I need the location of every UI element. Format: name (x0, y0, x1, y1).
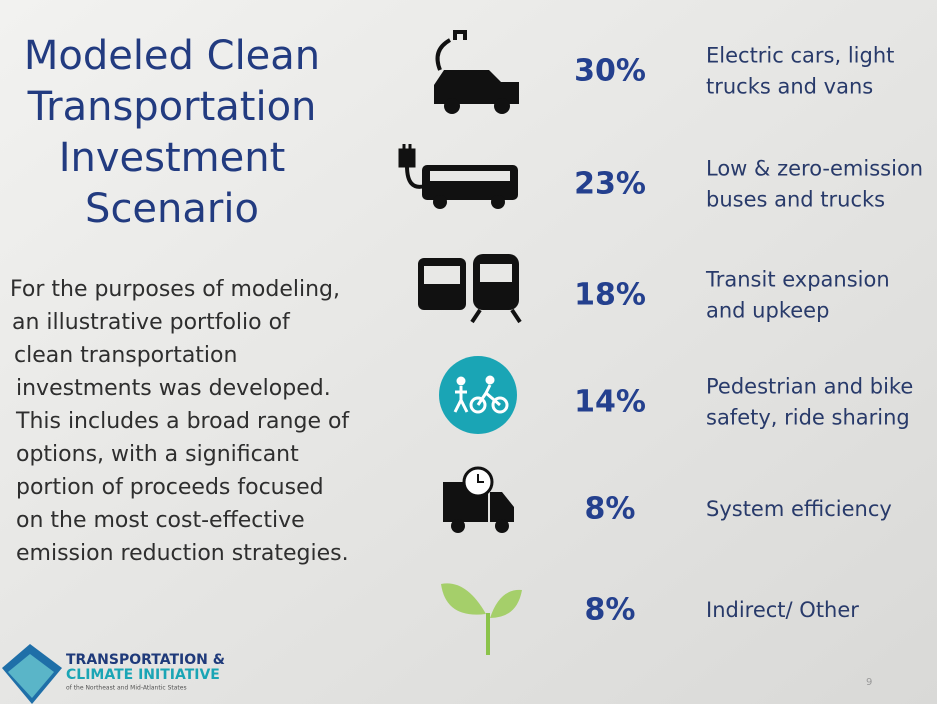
title-line: Modeled Clean (24, 33, 320, 79)
body-line: This includes a broad range of (15, 409, 350, 434)
items: 30% Electric cars, light trucks and vans 23… (574, 44, 923, 628)
title-line: Transportation (27, 84, 317, 130)
item-label: buses and trucks (706, 188, 885, 212)
body-text: For the purposes of modeling, an illustra… (10, 277, 350, 566)
body-line: portion of proceeds focused (16, 475, 324, 500)
icon-transit (418, 254, 522, 324)
item-label: trucks and vans (706, 75, 873, 99)
body-line: options, with a significant (16, 442, 299, 467)
logo-name: TRANSPORTATION & (66, 652, 225, 668)
item-label: Pedestrian and bike (706, 375, 913, 399)
page-number: 9 (866, 677, 872, 688)
item-label: and upkeep (706, 299, 829, 323)
icon-truck-clock (443, 466, 514, 533)
percent: 8% (585, 492, 636, 527)
title: Modeled Clean Transportation Investment Sce… (24, 33, 320, 232)
body-line: an illustrative portfolio of (12, 310, 291, 335)
percent: 14% (574, 385, 646, 420)
logo: TRANSPORTATION & CLIMATE INITIATIVE of t… (2, 644, 225, 704)
body-line: For the purposes of modeling, (10, 277, 340, 302)
body-line: clean transportation (14, 343, 237, 368)
body-line: on the most cost-effective (16, 508, 305, 533)
icon-sprout (441, 583, 522, 655)
item-label: Indirect/ Other (706, 598, 859, 622)
title-line: Investment (59, 135, 286, 181)
item-label: safety, ride sharing (706, 406, 910, 430)
percent: 18% (574, 278, 646, 313)
body-line: emission reduction strategies. (16, 541, 349, 566)
percent: 8% (585, 593, 636, 628)
item-label: Transit expansion (705, 268, 890, 292)
icon-bus (398, 144, 518, 209)
item-label: Low & zero-emission (706, 157, 923, 181)
title-line: Scenario (85, 186, 259, 232)
logo-tagline: of the Northeast and Mid-Atlantic States (66, 685, 187, 692)
item-label: Electric cars, light (706, 44, 894, 68)
body-line: investments was developed. (16, 376, 331, 401)
item-label: System efficiency (706, 497, 892, 521)
icon-car (434, 30, 519, 114)
logo-name: CLIMATE INITIATIVE (66, 667, 220, 683)
percent: 23% (574, 167, 646, 202)
icon-pedestrian-bike (439, 356, 517, 434)
percent: 30% (574, 54, 646, 89)
